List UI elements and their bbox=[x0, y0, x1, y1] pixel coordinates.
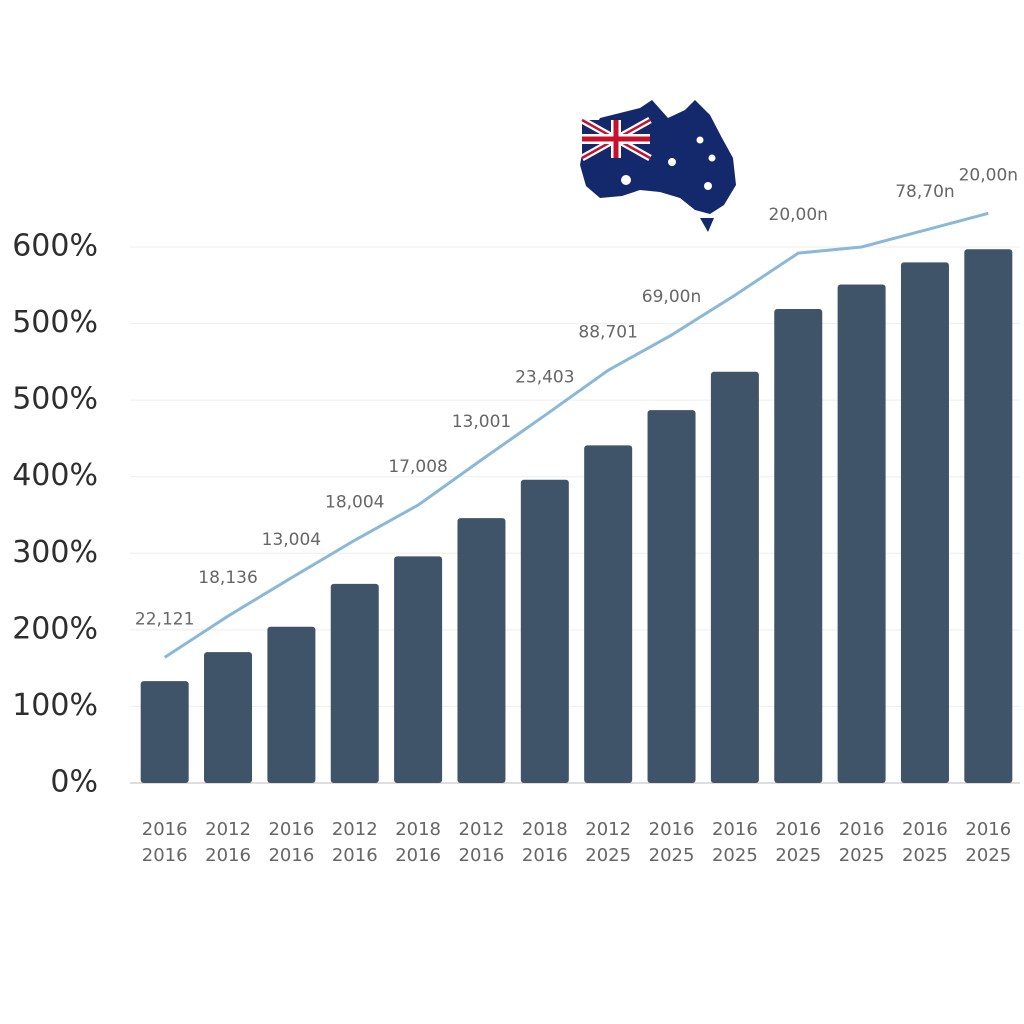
value-label: 20,00n bbox=[959, 165, 1018, 185]
x-tick-label: 2016 bbox=[775, 819, 821, 840]
y-tick-label: 200% bbox=[12, 611, 98, 646]
value-label: 18,004 bbox=[325, 492, 384, 512]
x-tick-label: 2016 bbox=[268, 819, 314, 840]
x-tick-label: 2016 bbox=[522, 845, 568, 866]
x-tick-label: 2016 bbox=[205, 845, 251, 866]
value-label: 13,001 bbox=[452, 412, 511, 432]
x-tick-label: 2016 bbox=[459, 845, 505, 866]
x-tick-label: 2025 bbox=[712, 845, 758, 866]
x-tick-label: 2016 bbox=[142, 819, 188, 840]
x-tick-label: 2016 bbox=[839, 819, 885, 840]
x-tick-label: 2025 bbox=[965, 845, 1011, 866]
value-label: 88,701 bbox=[578, 322, 637, 342]
value-label: 69,00n bbox=[642, 287, 701, 307]
value-label: 78,70n bbox=[895, 182, 954, 202]
bar bbox=[584, 445, 633, 783]
y-tick-label: 0% bbox=[50, 765, 98, 800]
y-tick-label: 300% bbox=[12, 535, 98, 570]
x-tick-label: 2012 bbox=[459, 819, 505, 840]
x-tick-label: 2025 bbox=[839, 845, 885, 866]
x-tick-label: 2025 bbox=[585, 845, 631, 866]
australia-map-flag bbox=[580, 100, 736, 232]
value-label: 13,004 bbox=[262, 530, 321, 550]
value-label: 20,00n bbox=[769, 205, 828, 225]
y-tick-label: 100% bbox=[12, 688, 98, 723]
x-tick-label: 2016 bbox=[142, 845, 188, 866]
value-label: 22,121 bbox=[135, 609, 194, 629]
value-label: 17,008 bbox=[388, 457, 447, 477]
bar bbox=[267, 626, 316, 783]
bar bbox=[520, 479, 569, 783]
bar bbox=[457, 518, 506, 783]
bar bbox=[140, 681, 189, 783]
y-tick-label: 500% bbox=[12, 305, 98, 340]
bar bbox=[710, 371, 759, 783]
x-tick-label: 2016 bbox=[902, 819, 948, 840]
y-tick-label: 400% bbox=[12, 458, 98, 493]
x-tick-label: 2025 bbox=[775, 845, 821, 866]
x-tick-label: 2018 bbox=[395, 819, 441, 840]
x-tick-label: 2025 bbox=[902, 845, 948, 866]
bar bbox=[330, 583, 379, 783]
x-tick-label: 2016 bbox=[965, 819, 1011, 840]
y-tick-label: 600% bbox=[12, 229, 98, 264]
bar bbox=[647, 410, 696, 783]
x-tick-label: 2012 bbox=[585, 819, 631, 840]
x-tick-label: 2016 bbox=[395, 845, 441, 866]
bar bbox=[774, 309, 823, 783]
value-label: 23,403 bbox=[515, 367, 574, 387]
value-label: 18,136 bbox=[198, 568, 257, 588]
bar bbox=[837, 284, 886, 783]
bar bbox=[900, 262, 949, 783]
x-tick-label: 2016 bbox=[268, 845, 314, 866]
x-tick-label: 2016 bbox=[332, 845, 378, 866]
line bbox=[163, 211, 989, 659]
bar bbox=[394, 556, 443, 783]
x-tick-label: 2025 bbox=[649, 845, 695, 866]
x-tick-label: 2012 bbox=[205, 819, 251, 840]
y-tick-label: 500% bbox=[12, 382, 98, 417]
x-tick-label: 2016 bbox=[649, 819, 695, 840]
bar bbox=[964, 249, 1013, 784]
x-tick-label: 2012 bbox=[332, 819, 378, 840]
bar bbox=[204, 652, 253, 783]
x-tick-label: 2016 bbox=[712, 819, 758, 840]
x-tick-label: 2018 bbox=[522, 819, 568, 840]
